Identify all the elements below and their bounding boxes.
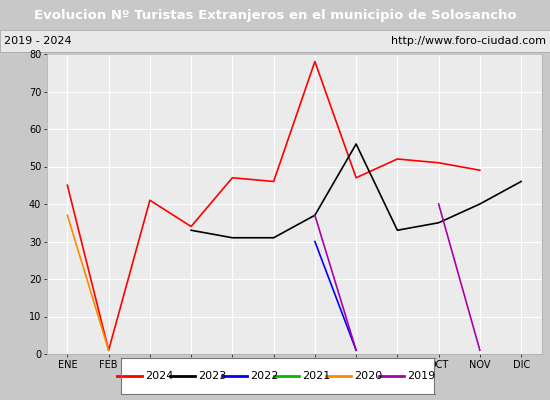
Text: 2019 - 2024: 2019 - 2024 — [4, 36, 72, 46]
Text: http://www.foro-ciudad.com: http://www.foro-ciudad.com — [390, 36, 546, 46]
Text: Evolucion Nº Turistas Extranjeros en el municipio de Solosancho: Evolucion Nº Turistas Extranjeros en el … — [34, 8, 516, 22]
Text: 2019: 2019 — [407, 371, 435, 381]
Text: 2020: 2020 — [355, 371, 383, 381]
Text: 2021: 2021 — [302, 371, 331, 381]
Text: 2023: 2023 — [198, 371, 226, 381]
Text: 2022: 2022 — [250, 371, 278, 381]
Text: 2024: 2024 — [146, 371, 174, 381]
